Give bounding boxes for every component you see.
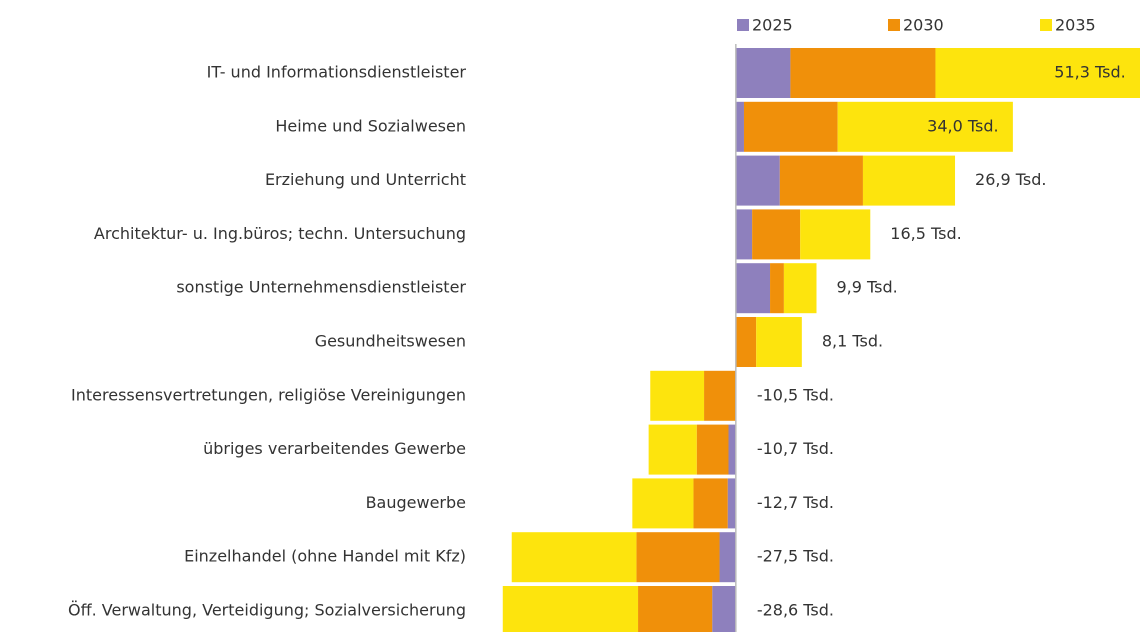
- bar-segment: [727, 478, 736, 529]
- bar-segment: [636, 532, 720, 583]
- bar-segment: [632, 478, 694, 529]
- total-label: 34,0 Tsd.: [927, 116, 998, 135]
- category-label: Gesundheitswesen: [315, 332, 466, 351]
- bar-segment: [719, 532, 736, 583]
- bar-segment: [770, 263, 784, 314]
- bar-segment: [743, 101, 838, 152]
- bar-segment: [735, 317, 757, 367]
- legend-label: 2035: [1055, 16, 1096, 35]
- bar-segment: [638, 586, 713, 632]
- bar-segment: [790, 48, 936, 98]
- bar-segment: [735, 101, 744, 152]
- bar-segment: [779, 155, 863, 206]
- bar-segment: [862, 155, 956, 206]
- bar-segment: [752, 209, 801, 260]
- bar-segment: [800, 209, 871, 260]
- bar-segment: [502, 586, 639, 632]
- bar-segment: [728, 424, 736, 475]
- bar-segment: [935, 48, 1140, 98]
- category-label: Heime und Sozialwesen: [275, 116, 466, 135]
- category-label: Architektur- u. Ing.büros; techn. Unters…: [94, 224, 466, 243]
- legend-swatch: [737, 19, 749, 31]
- bar-segment: [735, 263, 771, 314]
- bar-segment: [693, 478, 728, 529]
- total-label: -28,6 Tsd.: [757, 601, 834, 620]
- total-label: 8,1 Tsd.: [822, 332, 883, 351]
- total-label: 26,9 Tsd.: [975, 170, 1046, 189]
- bar-segment: [783, 263, 817, 314]
- bar-segment: [712, 586, 736, 632]
- legend-label: 2030: [903, 16, 944, 35]
- category-label: Einzelhandel (ohne Handel mit Kfz): [184, 547, 466, 566]
- bar-segment: [696, 424, 729, 475]
- legend-swatch: [888, 19, 900, 31]
- bar-segment: [511, 532, 637, 583]
- total-label: -12,7 Tsd.: [757, 493, 834, 512]
- total-label: 51,3 Tsd.: [1054, 63, 1125, 82]
- category-label: Öff. Verwaltung, Verteidigung; Sozialver…: [68, 601, 466, 620]
- category-label: Baugewerbe: [366, 493, 466, 512]
- category-label: Interessensvertretungen, religiöse Verei…: [71, 385, 466, 404]
- bar-segment: [735, 155, 780, 206]
- bar-segment: [735, 48, 791, 98]
- total-label: -10,7 Tsd.: [757, 439, 834, 458]
- category-label: sonstige Unternehmensdienstleister: [176, 278, 466, 297]
- bar-segment: [650, 370, 705, 421]
- legend-swatch: [1040, 19, 1052, 31]
- legend-label: 2025: [752, 16, 793, 35]
- category-label: übriges verarbeitendes Gewerbe: [203, 439, 466, 458]
- bar-segment: [837, 101, 1013, 152]
- total-label: 9,9 Tsd.: [836, 278, 897, 297]
- bar-segment: [756, 317, 802, 367]
- category-label: IT- und Informationsdienstleister: [207, 63, 467, 82]
- total-label: -10,5 Tsd.: [757, 385, 834, 404]
- total-label: 16,5 Tsd.: [890, 224, 961, 243]
- bar-segment: [735, 209, 753, 260]
- total-label: -27,5 Tsd.: [757, 547, 834, 566]
- category-label: Erziehung und Unterricht: [265, 170, 466, 189]
- bar-segment: [704, 370, 736, 421]
- bar-segment: [648, 424, 697, 475]
